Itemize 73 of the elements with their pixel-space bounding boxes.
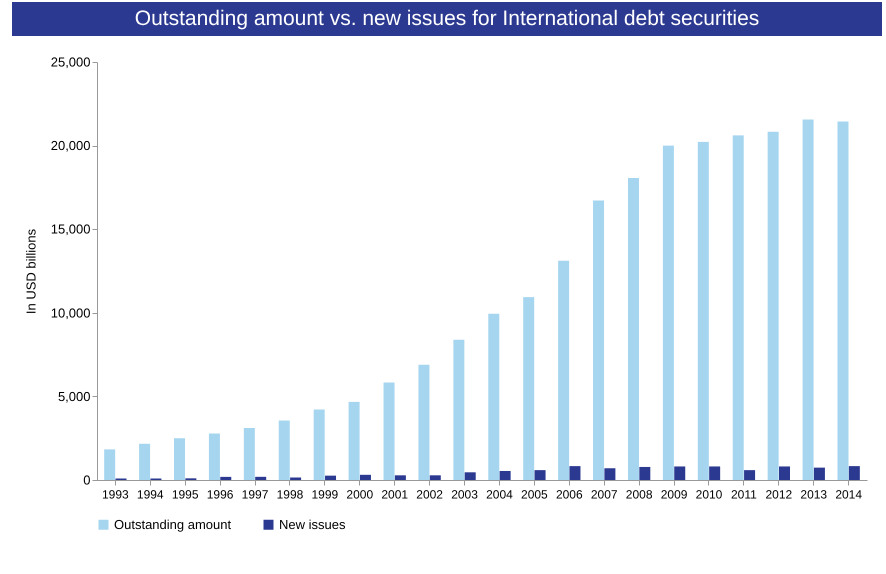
bar bbox=[325, 476, 336, 480]
bar bbox=[208, 434, 220, 480]
bar bbox=[768, 132, 779, 480]
x-tick-label: 1997 bbox=[242, 488, 269, 502]
x-tick-label: 1995 bbox=[172, 488, 199, 502]
x-tick-label: 2000 bbox=[346, 488, 374, 502]
bar bbox=[290, 477, 302, 480]
bar bbox=[709, 466, 720, 480]
y-tick-label: 10,000 bbox=[50, 305, 90, 320]
bar bbox=[674, 466, 686, 480]
x-tick-label: 2012 bbox=[765, 488, 792, 502]
bar bbox=[558, 260, 570, 480]
bar bbox=[639, 466, 650, 480]
bar bbox=[244, 428, 255, 480]
bar bbox=[488, 314, 500, 480]
bar bbox=[837, 122, 848, 480]
bar bbox=[139, 444, 150, 480]
bar bbox=[569, 466, 580, 480]
bar bbox=[314, 409, 325, 480]
bar bbox=[593, 200, 604, 480]
y-tick-label: 15,000 bbox=[50, 222, 90, 237]
x-tick-label: 2010 bbox=[696, 488, 723, 502]
x-tick-label: 2013 bbox=[800, 488, 828, 502]
x-tick-label: 1996 bbox=[206, 488, 234, 502]
bar bbox=[464, 472, 476, 480]
bar bbox=[453, 340, 464, 480]
bar bbox=[802, 120, 814, 480]
bar bbox=[628, 178, 639, 480]
bar bbox=[430, 475, 441, 480]
x-tick-label: 2008 bbox=[626, 488, 653, 502]
bar bbox=[534, 470, 546, 480]
x-tick-label: 2002 bbox=[416, 488, 444, 502]
bar bbox=[500, 470, 511, 480]
bar bbox=[418, 364, 430, 480]
x-tick-label: 2004 bbox=[486, 488, 514, 502]
bar bbox=[384, 382, 395, 480]
bar bbox=[814, 468, 825, 480]
x-tick-label: 2005 bbox=[521, 488, 548, 502]
x-tick-label: 2006 bbox=[556, 488, 583, 502]
legend-label: Outstanding amount bbox=[114, 516, 232, 532]
x-tick-label: 1993 bbox=[102, 488, 130, 502]
bar bbox=[220, 476, 232, 480]
bar bbox=[174, 438, 185, 480]
x-tick-label: 2003 bbox=[451, 488, 478, 502]
bar bbox=[523, 297, 534, 480]
bar bbox=[104, 449, 116, 480]
bar bbox=[255, 476, 266, 480]
x-tick-label: 2007 bbox=[590, 488, 618, 502]
x-tick-label: 1999 bbox=[312, 488, 339, 502]
y-axis-title: In USD billions bbox=[24, 228, 39, 314]
bar bbox=[744, 470, 756, 480]
x-tick-label: 1994 bbox=[136, 488, 164, 502]
x-tick-label: 1998 bbox=[276, 488, 304, 502]
bar bbox=[394, 475, 406, 480]
y-tick-label: 5,000 bbox=[58, 388, 90, 404]
x-tick-label: 2001 bbox=[381, 488, 408, 502]
y-tick-label: 0 bbox=[83, 472, 90, 488]
x-tick-label: 2014 bbox=[835, 488, 862, 502]
bar bbox=[779, 466, 790, 480]
bar bbox=[662, 146, 674, 480]
x-tick-label: 2009 bbox=[660, 488, 688, 502]
bar bbox=[604, 468, 616, 480]
legend-label: New issues bbox=[279, 516, 346, 532]
chart-title: Outstanding amount vs. new issues for International debt securities bbox=[134, 7, 760, 30]
bar bbox=[848, 466, 860, 480]
bar bbox=[348, 402, 360, 480]
bar bbox=[698, 142, 709, 480]
bar bbox=[732, 135, 744, 480]
x-tick-label: 2011 bbox=[731, 488, 758, 502]
bar bbox=[278, 420, 290, 480]
y-tick-label: 20,000 bbox=[50, 138, 90, 154]
bar bbox=[360, 474, 371, 480]
y-tick-label: 25,000 bbox=[50, 54, 90, 70]
